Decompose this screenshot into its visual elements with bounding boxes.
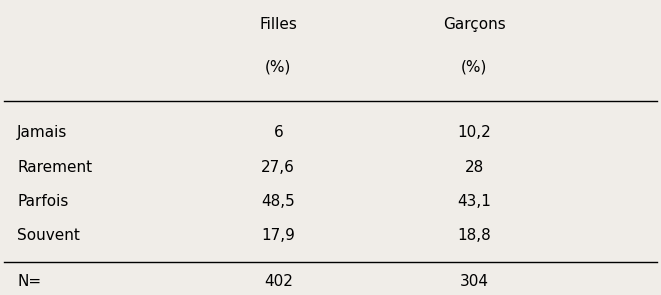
Text: 6: 6 [274,125,283,140]
Text: N=: N= [17,274,42,289]
Text: (%): (%) [265,60,292,75]
Text: 402: 402 [264,274,293,289]
Text: Rarement: Rarement [17,160,93,175]
Text: 10,2: 10,2 [457,125,491,140]
Text: 17,9: 17,9 [261,228,295,243]
Text: Jamais: Jamais [17,125,67,140]
Text: 27,6: 27,6 [261,160,295,175]
Text: Filles: Filles [259,17,297,32]
Text: Souvent: Souvent [17,228,80,243]
Text: 18,8: 18,8 [457,228,491,243]
Text: Garçons: Garçons [443,17,506,32]
Text: Parfois: Parfois [17,194,69,209]
Text: (%): (%) [461,60,487,75]
Text: 304: 304 [459,274,488,289]
Text: 48,5: 48,5 [261,194,295,209]
Text: 43,1: 43,1 [457,194,491,209]
Text: 28: 28 [465,160,484,175]
